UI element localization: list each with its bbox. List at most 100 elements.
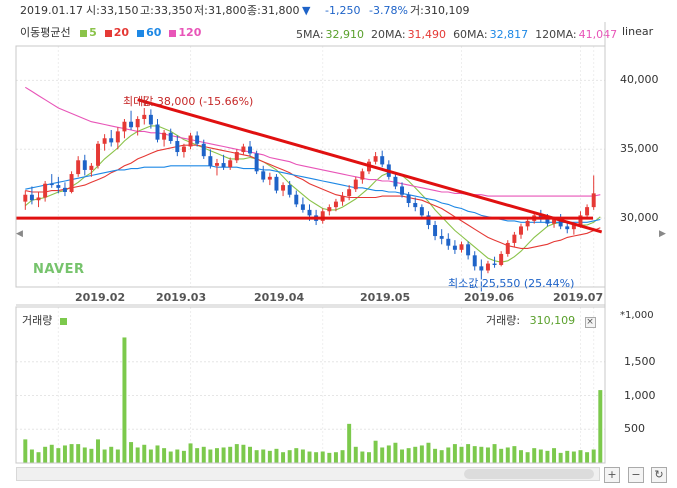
volume-bar xyxy=(532,448,537,463)
candle xyxy=(234,149,239,164)
volume-bar xyxy=(49,444,54,463)
refresh-icon[interactable]: ↻ xyxy=(651,467,667,483)
horizontal-scrollbar[interactable] xyxy=(16,467,600,481)
candle-body xyxy=(585,207,590,216)
candle xyxy=(406,191,411,208)
candle-body xyxy=(142,114,147,119)
zoom-in-button[interactable]: + xyxy=(604,467,620,483)
volume-bar xyxy=(499,448,504,463)
volume-bar xyxy=(347,423,352,463)
ma-legend-item-5[interactable]: 5 xyxy=(80,26,99,39)
candle-body xyxy=(327,207,332,212)
candle-body xyxy=(195,135,200,144)
change-down-icon: ▼ xyxy=(302,4,311,17)
candle xyxy=(148,109,153,129)
candle xyxy=(56,176,61,194)
scale-toggle[interactable]: linear xyxy=(622,25,654,38)
volume-tick-label: 1,500 xyxy=(624,354,656,368)
volume-bar xyxy=(485,447,490,463)
candle xyxy=(373,152,378,165)
volume-bar xyxy=(314,452,319,463)
candle xyxy=(320,208,325,224)
candle-body xyxy=(558,219,563,227)
ma-line-20 xyxy=(25,144,601,249)
candle xyxy=(492,256,497,268)
candle-body xyxy=(552,219,557,224)
ma-value-label: 120MA: xyxy=(535,28,577,41)
volume-bar xyxy=(446,447,451,463)
volume-bar xyxy=(459,446,464,463)
volume-bar xyxy=(96,439,100,463)
zoom-out-button[interactable]: − xyxy=(628,467,644,483)
volume-bar xyxy=(56,448,61,463)
candle-body xyxy=(49,183,54,186)
ma-value: 41,047 xyxy=(578,28,618,41)
ma-legend-item-60[interactable]: 60 xyxy=(137,26,163,39)
ma-swatch-20 xyxy=(104,29,112,37)
candle-body xyxy=(353,179,358,190)
candle xyxy=(43,180,48,202)
candle-body xyxy=(62,187,67,192)
volume-bar xyxy=(23,439,28,463)
candle-body xyxy=(228,160,233,168)
candle xyxy=(49,174,54,188)
candle-body xyxy=(393,176,398,187)
candle-body xyxy=(472,255,477,267)
volume-bar xyxy=(466,444,471,463)
candle xyxy=(129,110,134,131)
volume-bar xyxy=(439,450,444,463)
candle-body xyxy=(135,118,140,128)
candle-body xyxy=(129,121,134,128)
volume-bar xyxy=(360,451,365,463)
info-date: 2019.01.17 xyxy=(20,4,83,17)
info-close-label: 종: xyxy=(247,4,261,17)
candle xyxy=(281,182,286,197)
volume-bar xyxy=(333,452,338,463)
candle xyxy=(267,172,272,186)
volume-bar xyxy=(148,449,153,463)
candle xyxy=(69,171,74,194)
candle xyxy=(76,156,81,177)
volume-bar xyxy=(195,448,200,463)
scroll-left-icon[interactable]: ◀ xyxy=(16,229,23,239)
candle-body xyxy=(505,242,510,254)
candle xyxy=(333,198,338,212)
volume-bar xyxy=(386,445,391,463)
volume-bar xyxy=(307,451,312,463)
ma-legend-title: 이동평균선 xyxy=(20,26,71,39)
low-annotation: 최소값 25,550 (25.44%) xyxy=(448,277,575,290)
ma-line-60 xyxy=(25,165,601,223)
candle-body xyxy=(525,220,530,227)
volume-bar xyxy=(175,449,180,463)
volume-bar xyxy=(479,446,484,463)
volume-bar xyxy=(538,449,543,463)
candle xyxy=(109,130,114,147)
ma-legend-item-120[interactable]: 120 xyxy=(169,26,203,39)
volume-bar xyxy=(558,452,563,463)
candle xyxy=(89,163,94,177)
volume-current: 거래량: 310,109 × xyxy=(486,314,596,328)
ma-legend-item-20[interactable]: 20 xyxy=(104,26,131,39)
volume-bar xyxy=(552,448,557,463)
candle-body xyxy=(307,209,312,216)
candle xyxy=(201,139,206,159)
candle xyxy=(353,176,358,192)
candle-body xyxy=(320,211,325,221)
volume-bar xyxy=(598,390,603,463)
volume-bar xyxy=(82,447,87,463)
volume-bar xyxy=(89,448,94,463)
candle xyxy=(214,158,219,176)
candle-body xyxy=(188,135,193,147)
scrollbar-thumb[interactable] xyxy=(464,469,594,479)
high-annotation: 최대값 38,000 (-15.66%) xyxy=(123,95,254,108)
trend-overlays xyxy=(16,95,603,292)
candle xyxy=(340,191,345,206)
candle-body xyxy=(380,156,385,165)
candle-body xyxy=(56,185,61,188)
volume-bar xyxy=(472,446,477,463)
candle-body xyxy=(578,215,583,226)
volume-close-icon[interactable]: × xyxy=(584,317,596,328)
scroll-right-icon[interactable]: ▶ xyxy=(659,229,666,239)
candle xyxy=(274,174,279,194)
